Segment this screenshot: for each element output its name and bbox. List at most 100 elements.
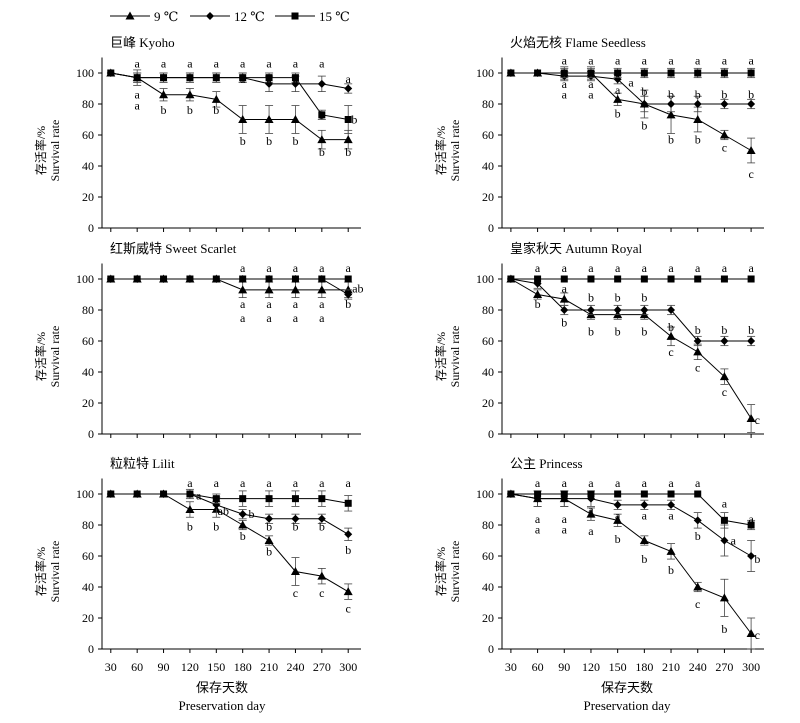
significance-letter: a [240,57,246,71]
significance-letter: a [240,261,246,275]
y-tick-label: 100 [76,66,94,80]
significance-letter: b [721,88,727,102]
significance-letter: a [293,297,299,311]
data-point [291,495,299,503]
data-point [186,490,194,498]
significance-letter: a [535,261,541,275]
significance-letter: a [293,57,299,71]
significance-letter: b [240,134,246,148]
data-point [747,337,756,345]
data-point [613,94,623,103]
data-point [343,135,353,144]
xlabel-cn-left: 保存天数 [196,680,248,695]
significance-letter: b [641,552,647,566]
data-point [613,75,622,84]
data-point [160,490,168,498]
data-point [667,490,675,498]
data-point [640,306,649,314]
panel-4: 粒粒特 Lilit 0 20 40 60 80 100 30 60 90 120 150 180 210 2… [33,456,361,674]
y-tick-label: 20 [482,190,494,204]
significance-letter: b [668,88,674,102]
data-point [614,69,622,77]
series-line [510,493,752,634]
significance-letter: c [722,140,727,154]
data-point [265,275,273,283]
series-line [110,72,349,89]
data-point [344,275,352,283]
x-tick-label: 150 [207,660,225,674]
significance-letter: a [135,57,141,71]
y-tick-label: 40 [482,580,494,594]
data-point [186,275,194,283]
significance-letter: a [722,496,728,510]
data-point [693,347,703,356]
data-point [264,115,274,123]
xlabel-en-left: Preservation day [178,698,266,713]
y-tick-label: 40 [482,365,494,379]
significance-letter: b [695,133,701,147]
data-point [343,285,353,294]
y-tick-label: 80 [82,97,94,111]
significance-letter: a [668,509,674,523]
significance-letter: a [642,261,648,275]
data-point [560,69,568,77]
data-point [747,552,756,560]
data-point [667,275,675,283]
data-point [238,115,248,123]
significance-letter: b [695,529,701,543]
series-2 [107,275,352,283]
legend: 9 ℃ 12 ℃ 15 ℃ [110,9,350,24]
significance-letter: a [187,476,193,490]
y-axis-label-cn: 存活率/% [33,126,48,175]
y-tick-label: 100 [476,272,494,286]
data-point [614,490,622,498]
significance-letter: a [615,54,621,68]
data-point [667,100,676,108]
significance-letter: b [266,520,272,534]
data-point [185,90,195,99]
data-point [747,521,755,529]
data-point [586,509,596,518]
data-point [694,275,702,283]
data-point [746,414,756,422]
significance-letter: b [161,103,167,117]
significance-letter: b [187,520,193,534]
significance-letter: a [695,54,701,68]
significance-letter: b [345,145,351,159]
panel-3: 皇家秋天 Autumn Royal 0 20 40 60 80 100 存活率/% Surviv… [433,241,764,441]
significance-letter: c [748,167,753,181]
data-point [720,69,728,77]
data-point [693,115,703,123]
y-tick-label: 20 [82,611,94,625]
data-point [507,490,515,498]
significance-letter: a [346,261,352,275]
y-axis-label-en: Survival rate [48,326,62,388]
x-tick-label: 30 [505,660,517,674]
data-point [212,275,220,283]
y-tick-label: 0 [88,221,94,235]
series-1 [506,490,756,572]
significance-letter: b [721,622,727,636]
significance-letter: a [214,57,220,71]
data-point [107,490,115,498]
significance-letter: a [615,83,621,97]
significance-letter: a [642,509,648,523]
significance-letter: a [588,503,594,517]
data-point [719,593,729,602]
xlabel-en-right: Preservation day [583,698,671,713]
significance-letter: b [615,532,621,546]
data-point [640,490,648,498]
series-1 [506,275,756,347]
data-point [107,69,115,77]
data-point [133,275,141,283]
significance-letter: b [695,323,701,337]
significance-letter: a [293,72,299,86]
x-tick-label: 210 [260,660,278,674]
y-tick-label: 80 [82,518,94,532]
y-tick-label: 100 [476,66,494,80]
data-point [239,495,247,503]
x-tick-label: 60 [131,660,143,674]
data-point [640,100,649,108]
